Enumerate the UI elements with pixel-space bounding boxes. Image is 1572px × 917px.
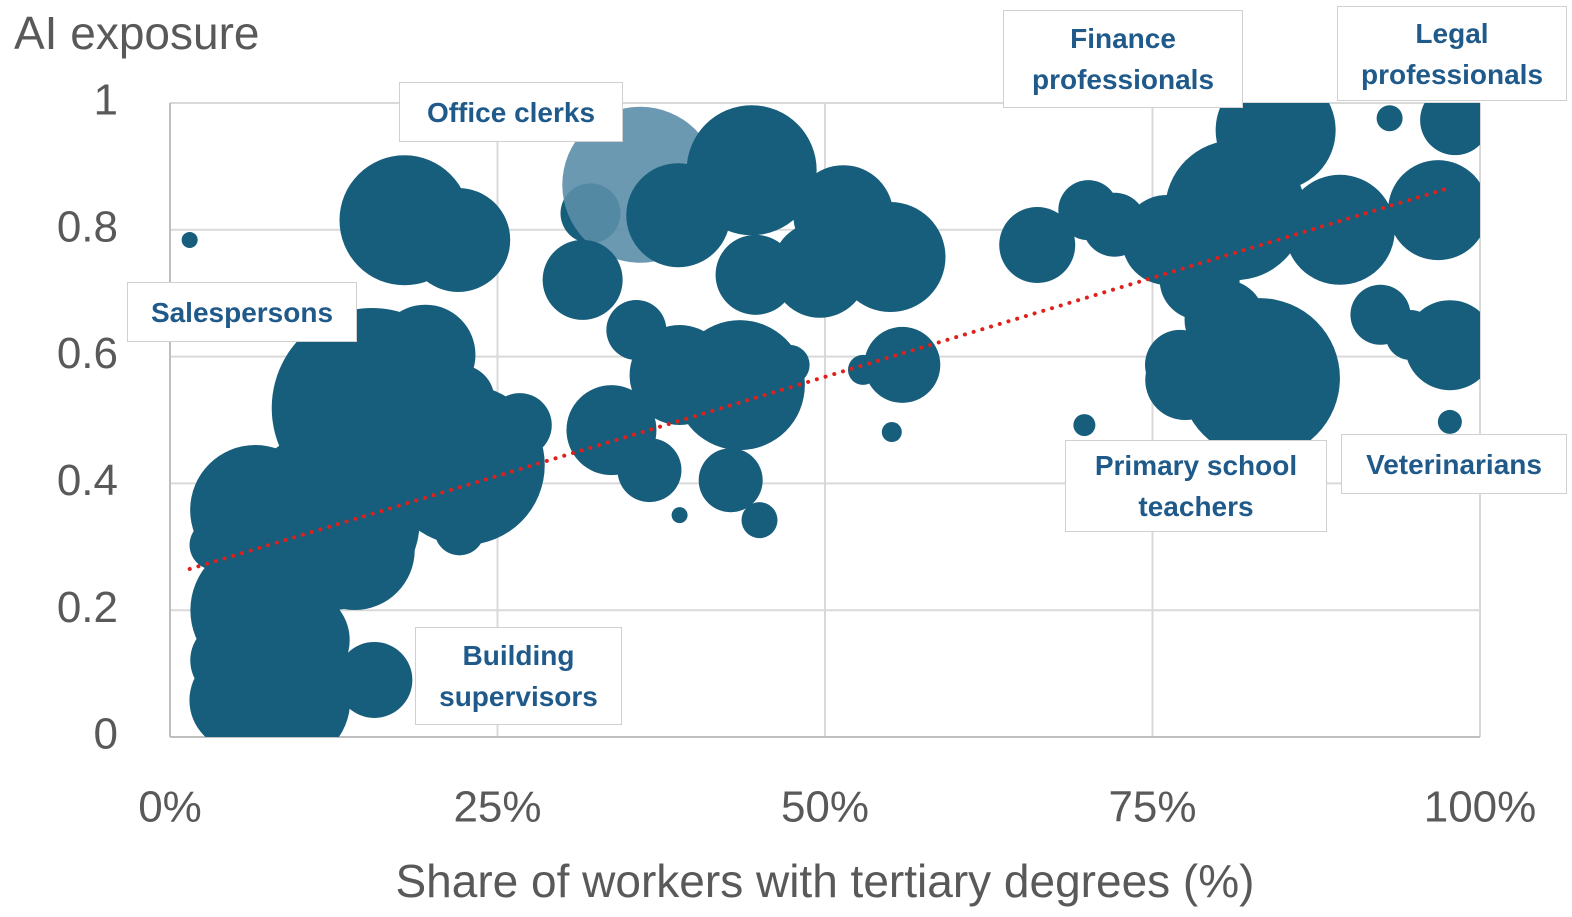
annotation: Finance professionals: [1003, 10, 1243, 108]
y-tick-label: 0.2: [57, 583, 118, 632]
x-tick-label: 50%: [781, 783, 869, 832]
bubble: [1159, 239, 1240, 320]
bubble: [336, 641, 413, 718]
trendline: [187, 186, 1450, 571]
annotation: Primary school teachers: [1065, 440, 1327, 532]
y-tick-label: 0.6: [57, 329, 118, 378]
bubble: [1215, 103, 1336, 191]
bubble: [617, 438, 682, 503]
bubble-layer: [181, 103, 1480, 737]
bubble: [181, 231, 198, 248]
y-tick-label: 0.8: [57, 202, 118, 251]
bubble: [190, 620, 271, 701]
x-tick-label: 25%: [453, 783, 541, 832]
bubble: [1073, 414, 1096, 437]
bubble: [835, 202, 946, 313]
bubble: [864, 326, 941, 403]
x-tick-label: 100%: [1424, 783, 1537, 832]
bubble: [769, 344, 810, 385]
x-axis-title: Share of workers with tertiary degrees (…: [396, 855, 1255, 907]
bubble: [741, 502, 778, 539]
bubble: [1420, 103, 1480, 156]
bubble: [1284, 174, 1395, 285]
bubble: [542, 239, 623, 320]
bubble: [881, 422, 902, 443]
y-tick-label: 0: [94, 710, 118, 759]
annotation: Legal professionals: [1337, 6, 1567, 101]
bubble: [1385, 310, 1436, 361]
annotation: Salespersons: [127, 282, 357, 342]
y-axis-title: AI exposure: [14, 7, 259, 59]
x-tick-label: 0%: [138, 783, 202, 832]
labels: AI exposure Share of workers with tertia…: [14, 7, 1536, 907]
bubble: [698, 448, 763, 513]
y-tick-label: 1: [94, 76, 118, 125]
bubble: [674, 320, 805, 451]
bubble: [1437, 409, 1462, 434]
x-tick-label: 75%: [1108, 783, 1196, 832]
annotation: Office clerks: [399, 82, 623, 142]
bubble: [294, 489, 415, 610]
bubble: [671, 507, 688, 524]
bubble: [1388, 160, 1480, 261]
bubble: [1179, 298, 1340, 459]
bubble: [406, 187, 511, 292]
annotation: Building supervisors: [415, 627, 622, 725]
bubble: [487, 393, 552, 458]
annotation: Veterinarians: [1341, 434, 1567, 494]
bubble: [686, 105, 817, 236]
y-tick-label: 0.4: [57, 456, 118, 505]
bubble: [434, 505, 485, 556]
bubble: [1376, 105, 1403, 132]
bubble: [999, 207, 1076, 284]
